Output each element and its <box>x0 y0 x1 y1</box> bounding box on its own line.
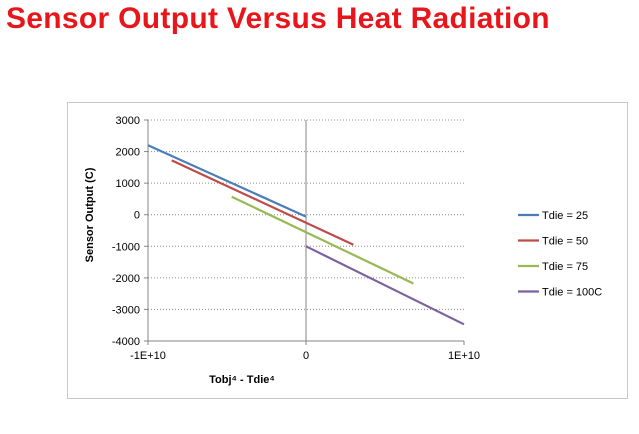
y-tick-label: 2000 <box>116 147 140 159</box>
axes <box>144 119 465 345</box>
legend-label-4: Tdie = 100C <box>542 287 602 299</box>
series-lines <box>147 144 465 326</box>
y-tick-label: 1000 <box>116 178 140 190</box>
series-line-3 <box>231 195 414 285</box>
line-chart: 3000 2000 1000 0 -1000 -2000 -3000 -4000 -1E+10… <box>84 115 602 386</box>
series-line-2 <box>171 159 354 246</box>
chart-area: 3000 2000 1000 0 -1000 -2000 -3000 -4000 -1E+10… <box>67 102 628 399</box>
legend-label-3: Tdie = 75 <box>542 261 588 273</box>
series-line-4 <box>305 245 465 326</box>
series-line-1 <box>147 144 307 218</box>
y-tick-label: 0 <box>134 210 140 222</box>
y-tick-label: -1000 <box>112 241 140 253</box>
x-axis-title: Tobj⁴ - Tdie⁴ <box>209 374 275 386</box>
y-tick-label: -2000 <box>112 273 140 285</box>
x-tick-label: 1E+10 <box>448 350 480 362</box>
y-axis-title: Sensor Output (C) <box>84 167 96 262</box>
legend-label-2: Tdie = 50 <box>542 236 588 248</box>
legend: Tdie = 25 Tdie = 50 Tdie = 75 Tdie = 100C <box>518 210 602 299</box>
slide-title: Sensor Output Versus Heat Radiation <box>6 2 550 35</box>
x-tick-label: 0 <box>303 350 309 362</box>
legend-label-1: Tdie = 25 <box>542 210 588 222</box>
y-tick-label: -4000 <box>112 336 140 348</box>
x-tick-label: -1E+10 <box>130 350 166 362</box>
x-tick-labels: -1E+10 0 1E+10 <box>130 350 480 362</box>
y-tick-label: -3000 <box>112 304 140 316</box>
y-tick-label: 3000 <box>116 115 140 127</box>
y-tick-labels: 3000 2000 1000 0 -1000 -2000 -3000 -4000 <box>112 115 140 348</box>
